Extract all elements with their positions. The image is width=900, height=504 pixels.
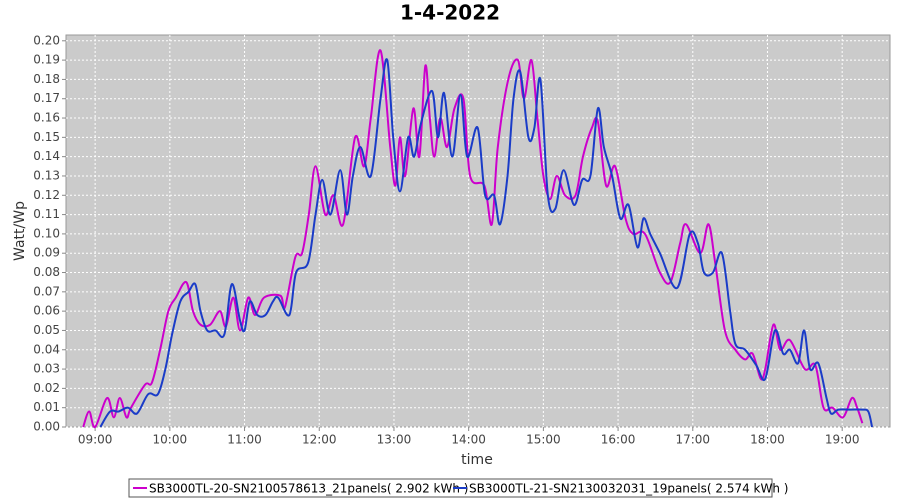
y-axis-title: Watt/Wp [12, 201, 28, 261]
legend-label: SB3000TL-20-SN2100578613_21panels( 2.902… [149, 482, 468, 496]
y-tick-label: 0.18 [33, 72, 60, 86]
y-tick-label: 0.04 [33, 342, 60, 356]
plot-area [65, 34, 891, 428]
x-tick-label: 18:00 [750, 433, 785, 447]
y-tick-label: 0.03 [33, 362, 60, 376]
legend [128, 478, 773, 498]
x-axis-title: time [461, 452, 493, 468]
x-tick-label: 14:00 [451, 433, 486, 447]
x-tick-label: 13:00 [377, 433, 412, 447]
x-tick-label: 12:00 [302, 433, 337, 447]
y-tick-label: 0.02 [33, 381, 60, 395]
y-tick-label: 0.10 [33, 226, 60, 240]
chart-title: 1-4-2022 [400, 1, 500, 25]
y-tick-label: 0.15 [33, 130, 60, 144]
y-tick-label: 0.01 [33, 400, 60, 414]
y-tick-label: 0.05 [33, 323, 60, 337]
y-tick-label: 0.13 [33, 168, 60, 182]
y-tick-label: 0.14 [33, 149, 60, 163]
y-tick-label: 0.16 [33, 111, 60, 125]
y-tick-label: 0.19 [33, 53, 60, 67]
y-tick-label: 0.07 [33, 284, 60, 298]
y-tick-label: 0.09 [33, 246, 60, 260]
x-tick-label: 16:00 [601, 433, 636, 447]
x-tick-label: 15:00 [526, 433, 561, 447]
y-tick-label: 0.12 [33, 188, 60, 202]
y-tick-label: 0.06 [33, 304, 60, 318]
y-tick-label: 0.17 [33, 91, 60, 105]
y-tick-label: 0.11 [33, 207, 60, 221]
y-tick-label: 0.20 [33, 33, 60, 47]
series-line [82, 49, 864, 429]
y-tick-label: 0.00 [33, 420, 60, 434]
x-tick-label: 11:00 [227, 433, 262, 447]
x-tick-label: 17:00 [675, 433, 710, 447]
series-line [99, 58, 874, 428]
y-tick-label: 0.08 [33, 265, 60, 279]
x-tick-label: 09:00 [78, 433, 113, 447]
legend-label: SB3000TL-21-SN2130032031_19panels( 2.574… [469, 482, 788, 496]
x-tick-label: 19:00 [825, 433, 860, 447]
x-tick-label: 10:00 [153, 433, 188, 447]
